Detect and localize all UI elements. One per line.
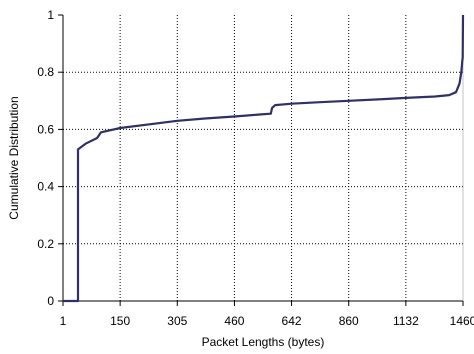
y-axis-title: Cumulative Distribution [7,96,21,219]
grid-lines [63,15,463,301]
x-tick-label: 1132 [393,314,419,328]
x-tick-label: 860 [339,314,359,328]
y-tick-labels: 0 0.2 0.4 0.6 0.8 1 [37,8,54,308]
plot-area [63,15,463,301]
x-tick-label: 1460 [450,314,474,328]
x-tick-label: 150 [110,314,130,328]
x-tick-labels: 1 150 305 460 642 860 1132 1460 [60,314,474,328]
y-tick-label: 0.2 [37,237,54,251]
y-tick-label: 0.6 [37,122,54,136]
x-axis-title: Packet Lengths (bytes) [202,335,325,349]
cdf-series-line [63,14,465,303]
y-tick-label: 0.8 [37,65,54,79]
y-tick-label: 0.4 [37,180,54,194]
x-tick-label: 642 [282,314,302,328]
x-tick-label: 1 [60,314,67,328]
y-tick-label: 0 [47,294,54,308]
series-layer [63,14,465,303]
x-tick-label: 460 [224,314,244,328]
y-tick-label: 1 [47,8,54,22]
x-tick-label: 305 [167,314,187,328]
